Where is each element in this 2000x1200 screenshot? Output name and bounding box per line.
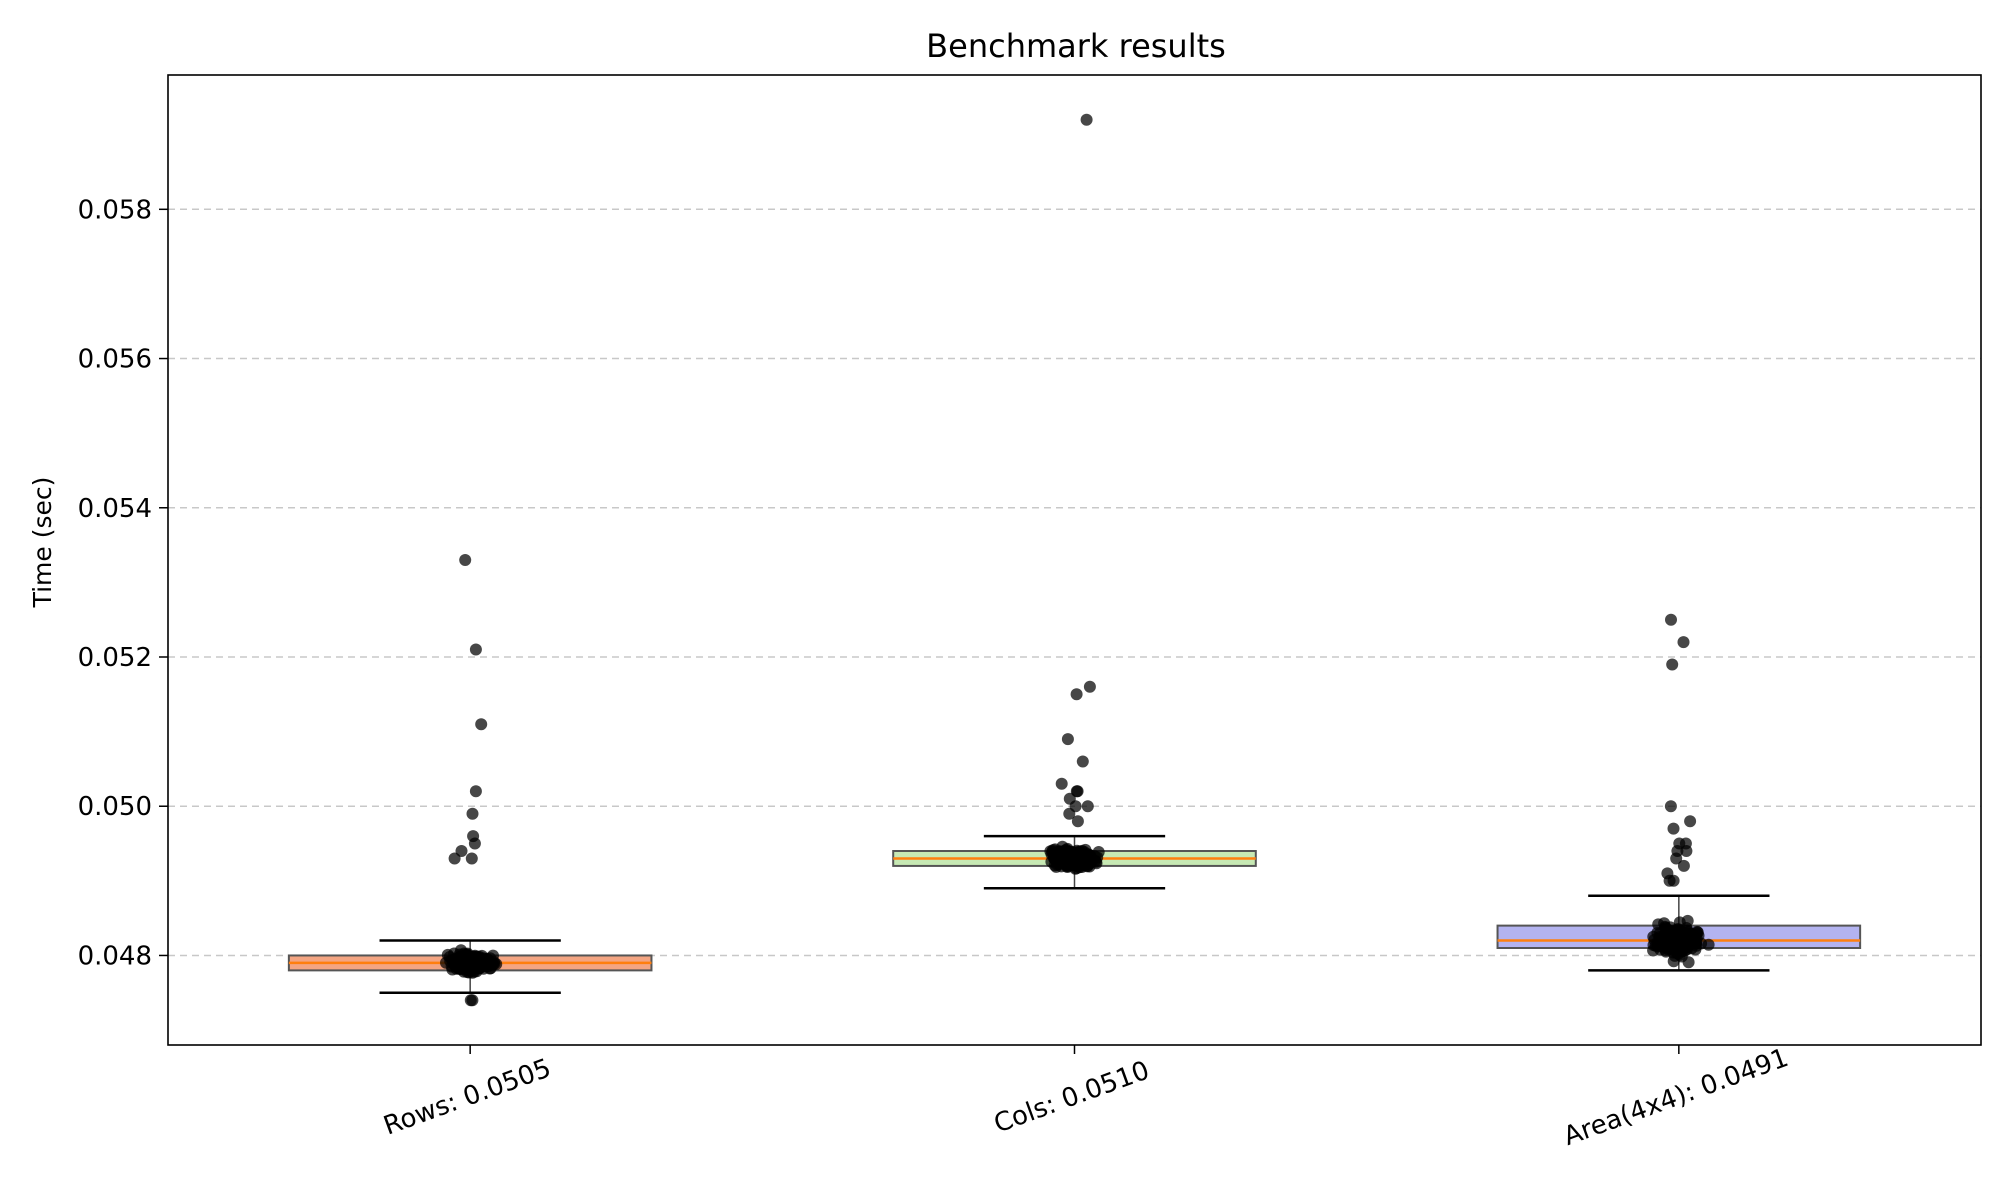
outlier-point bbox=[1677, 859, 1690, 872]
data-points bbox=[440, 113, 1715, 1007]
outlier-point bbox=[1684, 815, 1697, 828]
sample-point bbox=[1059, 845, 1072, 858]
outlier-point bbox=[465, 852, 478, 865]
sample-point bbox=[1651, 926, 1664, 939]
y-tick-label: 0.048 bbox=[78, 941, 152, 971]
sample-point bbox=[451, 961, 464, 974]
y-axis-ticks: 0.048 0.050 0.052 0.054 0.056 0.058 bbox=[78, 195, 168, 971]
outlier-point bbox=[469, 643, 482, 656]
sample-point bbox=[1675, 938, 1688, 951]
outlier-point bbox=[1055, 777, 1068, 790]
y-tick-label: 0.052 bbox=[78, 643, 152, 673]
chart-title: Benchmark results bbox=[926, 27, 1226, 65]
outlier-point bbox=[1070, 688, 1083, 701]
y-tick-label: 0.058 bbox=[78, 195, 152, 225]
outlier-point bbox=[1080, 113, 1093, 126]
outlier-point bbox=[1663, 874, 1676, 887]
outlier-point bbox=[1666, 658, 1679, 671]
sample-point bbox=[467, 957, 480, 970]
outlier-point bbox=[1081, 800, 1094, 813]
outlier-point bbox=[1063, 807, 1076, 820]
sample-point bbox=[1060, 860, 1073, 873]
x-tick-label: Rows: 0.0505 bbox=[380, 1053, 555, 1141]
outlier-point bbox=[1677, 636, 1690, 649]
sample-point bbox=[1072, 850, 1084, 862]
outlier-point bbox=[469, 785, 482, 798]
y-axis-label: Time (sec) bbox=[28, 477, 57, 609]
outlier-point bbox=[1071, 815, 1084, 828]
x-tick-label: Area(4x4): 0.0491 bbox=[1560, 1043, 1793, 1152]
x-tick-label: Cols: 0.0510 bbox=[990, 1056, 1153, 1140]
y-tick-label: 0.050 bbox=[78, 792, 152, 822]
outlier-point bbox=[459, 554, 472, 566]
outlier-point bbox=[448, 852, 461, 865]
y-tick-label: 0.056 bbox=[78, 345, 152, 375]
x-axis-ticks: Rows: 0.0505 Cols: 0.0510 Area(4x4): 0.049… bbox=[380, 1043, 1793, 1152]
outlier-point bbox=[1071, 785, 1084, 798]
outlier-point bbox=[1061, 733, 1074, 746]
sample-point bbox=[1667, 955, 1680, 968]
outlier-point bbox=[1083, 680, 1096, 693]
outlier-point bbox=[475, 718, 488, 731]
y-tick-label: 0.054 bbox=[78, 494, 152, 524]
outlier-point bbox=[466, 994, 479, 1007]
sample-point bbox=[1045, 848, 1058, 861]
outlier-point bbox=[468, 837, 481, 850]
outlier-point bbox=[466, 807, 479, 820]
sample-point bbox=[1673, 916, 1686, 929]
sample-point bbox=[487, 949, 499, 962]
sample-points-1 bbox=[440, 554, 503, 1007]
plot-frame bbox=[167, 74, 1982, 1046]
outlier-point bbox=[1665, 613, 1677, 626]
outlier-point bbox=[1076, 755, 1089, 768]
sample-point bbox=[1695, 937, 1708, 950]
outlier-point bbox=[1667, 822, 1680, 835]
sample-points-2 bbox=[1044, 113, 1105, 875]
sample-points-3 bbox=[1647, 613, 1715, 969]
outlier-point bbox=[1680, 845, 1693, 857]
sample-point bbox=[1672, 928, 1685, 940]
outlier-point bbox=[1664, 800, 1677, 813]
outlier-point bbox=[1670, 852, 1683, 865]
